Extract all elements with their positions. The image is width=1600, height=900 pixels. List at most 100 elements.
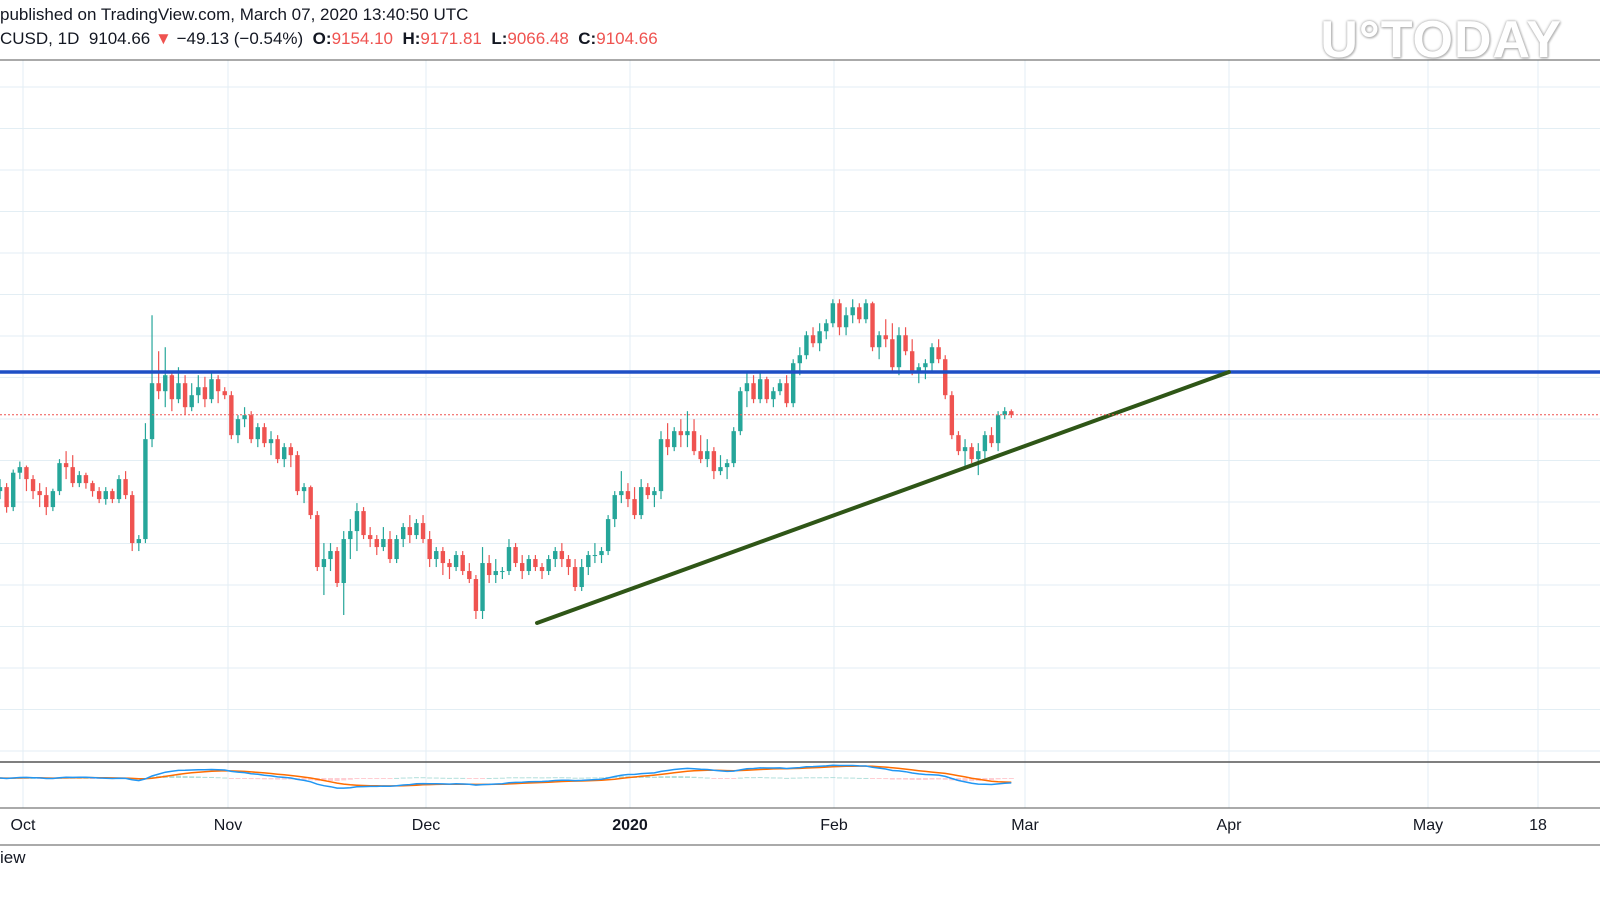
macd-histogram-bar xyxy=(189,776,195,778)
macd-histogram-bar xyxy=(413,777,419,779)
candle-body xyxy=(222,391,227,396)
macd-histogram-bar xyxy=(255,778,261,780)
macd-histogram-bar xyxy=(175,775,181,778)
candle-body xyxy=(903,335,908,352)
candle-body xyxy=(989,435,994,444)
macd-histogram-bar xyxy=(301,778,307,780)
candle-body xyxy=(136,539,142,544)
x-tick-label: Nov xyxy=(214,817,242,834)
macd-histogram-bar xyxy=(777,777,783,779)
candle-body xyxy=(242,415,247,420)
macd-histogram-bar xyxy=(546,777,552,779)
macd-histogram-bar xyxy=(870,778,876,779)
low-label: L: xyxy=(491,29,508,48)
candle-body xyxy=(751,383,756,400)
macd-histogram-bar xyxy=(836,777,842,779)
candle-body xyxy=(473,579,479,612)
macd-histogram-bar xyxy=(328,778,333,781)
candle-body xyxy=(1009,411,1014,415)
macd-histogram-bar xyxy=(751,777,757,779)
candle-body xyxy=(619,491,624,496)
macd-histogram-bar xyxy=(387,778,393,779)
candle-body xyxy=(341,539,346,584)
candle-body xyxy=(440,551,446,564)
macd-histogram-bar xyxy=(486,777,492,779)
macd-histogram-bar xyxy=(440,777,446,779)
candle-body xyxy=(599,551,604,556)
macd-histogram-bar xyxy=(235,778,241,779)
candle-body xyxy=(255,427,260,440)
candle-body xyxy=(817,331,822,344)
candle-body xyxy=(1002,411,1007,416)
candle-body xyxy=(196,387,201,396)
candle-body xyxy=(328,551,333,560)
macd-histogram-bar xyxy=(480,778,486,779)
candle-body xyxy=(837,303,842,328)
macd-histogram-bar xyxy=(354,778,360,779)
macd-histogram-bar xyxy=(526,777,532,779)
candle-body xyxy=(17,467,23,473)
candle-body xyxy=(334,551,340,584)
macd-histogram-bar xyxy=(275,778,281,780)
macd-histogram-bar xyxy=(433,777,439,779)
macd-histogram-bar xyxy=(717,778,723,779)
high-label: H: xyxy=(402,29,421,48)
candle-body xyxy=(282,447,287,460)
candle-body xyxy=(665,439,670,448)
candle-body xyxy=(374,539,379,548)
candle-body xyxy=(321,559,327,568)
candle-body xyxy=(348,531,353,540)
candle-body xyxy=(612,495,617,520)
candle-body xyxy=(744,383,750,392)
candle-body xyxy=(407,527,413,536)
candle-body xyxy=(764,379,769,400)
macd-histogram-bar xyxy=(797,777,803,779)
candle-body xyxy=(354,511,360,532)
candle-body xyxy=(381,539,386,548)
candle-body xyxy=(969,447,974,460)
utoday-watermark-logo: U°TODAY xyxy=(1320,11,1562,69)
published-caption: published on TradingView.com, March 07, … xyxy=(0,5,469,24)
candle-body xyxy=(268,439,274,444)
candle-body xyxy=(414,523,419,536)
candle-body xyxy=(705,451,710,460)
candle-body xyxy=(956,435,961,452)
ascending-trendline[interactable] xyxy=(535,370,1231,625)
last-price: 9104.66 xyxy=(88,29,151,48)
macd-histogram-bar xyxy=(1008,778,1014,779)
macd-histogram-bar xyxy=(883,778,889,780)
candle-body xyxy=(949,395,955,436)
candle-body xyxy=(367,535,373,540)
macd-histogram-bar xyxy=(916,778,922,780)
macd-histogram-bar xyxy=(400,777,406,779)
candle-body xyxy=(870,303,875,348)
macd-histogram-bar xyxy=(982,778,988,781)
macd-histogram-bar xyxy=(341,778,347,781)
low-value: 9066.48 xyxy=(507,29,569,48)
candle-body xyxy=(553,551,558,560)
candlestick-series xyxy=(0,299,1014,620)
macd-signal-line xyxy=(0,765,1012,787)
candle-body xyxy=(44,495,49,508)
candle-body xyxy=(209,379,214,400)
macd-histogram-bar xyxy=(420,777,426,779)
macd-histogram-bar xyxy=(334,778,340,782)
macd-histogram-bar xyxy=(308,778,314,781)
macd-histogram-bar xyxy=(889,778,895,780)
macd-histogram-bar xyxy=(969,778,975,782)
macd-histogram-bar xyxy=(228,778,234,779)
candle-body xyxy=(447,563,452,568)
candle-body xyxy=(235,419,241,436)
candle-body xyxy=(658,439,664,492)
macd-histogram-bar xyxy=(850,777,856,779)
candle-body xyxy=(37,491,42,496)
time-axis-labels: Oct Nov Dec 2020 Feb Mar Apr May 18 xyxy=(11,817,1547,834)
candle-body xyxy=(857,307,862,320)
candle-body xyxy=(149,383,155,440)
macd-histogram-bar xyxy=(678,776,684,778)
macd-histogram-bar xyxy=(473,778,479,779)
macd-histogram-bar xyxy=(896,778,902,780)
macd-histogram-bar xyxy=(922,778,928,780)
macd-histogram-bar xyxy=(493,777,499,779)
